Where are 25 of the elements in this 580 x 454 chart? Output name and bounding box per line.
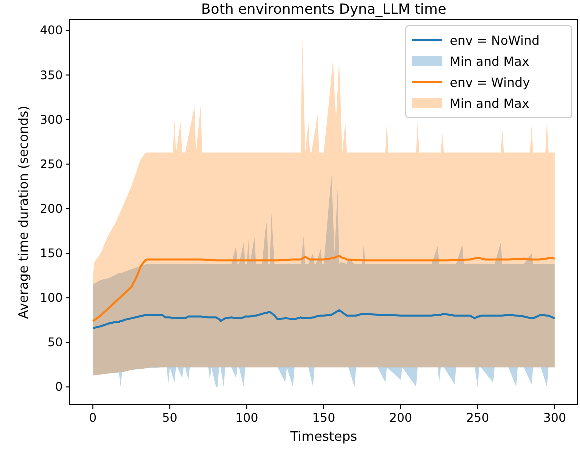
- chart-title: Both environments Dyna_LLM time: [201, 2, 447, 18]
- x-tick-label: 300: [543, 411, 566, 425]
- legend-label: Min and Max: [450, 96, 530, 111]
- x-axis-title: Timesteps: [290, 430, 358, 445]
- y-tick-label: 350: [40, 68, 63, 82]
- legend-label: env = Windy: [450, 75, 531, 90]
- y-axis-title: Average time duration (seconds): [17, 106, 32, 320]
- x-tick-label: 200: [390, 411, 412, 425]
- x-tick-label: 150: [312, 411, 336, 425]
- x-tick-label: 250: [466, 411, 490, 425]
- x-tick-label: 0: [89, 411, 97, 425]
- y-tick-label: 400: [40, 24, 63, 38]
- legend-label: env = NoWind: [450, 33, 540, 48]
- legend-label: Min and Max: [450, 54, 530, 69]
- line-series: [92, 310, 556, 330]
- x-tick-label: 100: [236, 411, 258, 425]
- y-tick-label: 100: [40, 291, 63, 306]
- y-tick-label: 300: [40, 112, 63, 127]
- y-tick-label: 50: [48, 336, 63, 350]
- y-tick-label: 150: [40, 246, 63, 260]
- y-tick-label: 200: [40, 202, 63, 216]
- x-tick-label: 50: [162, 411, 178, 425]
- line-series: [92, 255, 556, 322]
- y-tick-label: 250: [40, 157, 63, 172]
- y-tick-label: 0: [55, 380, 63, 394]
